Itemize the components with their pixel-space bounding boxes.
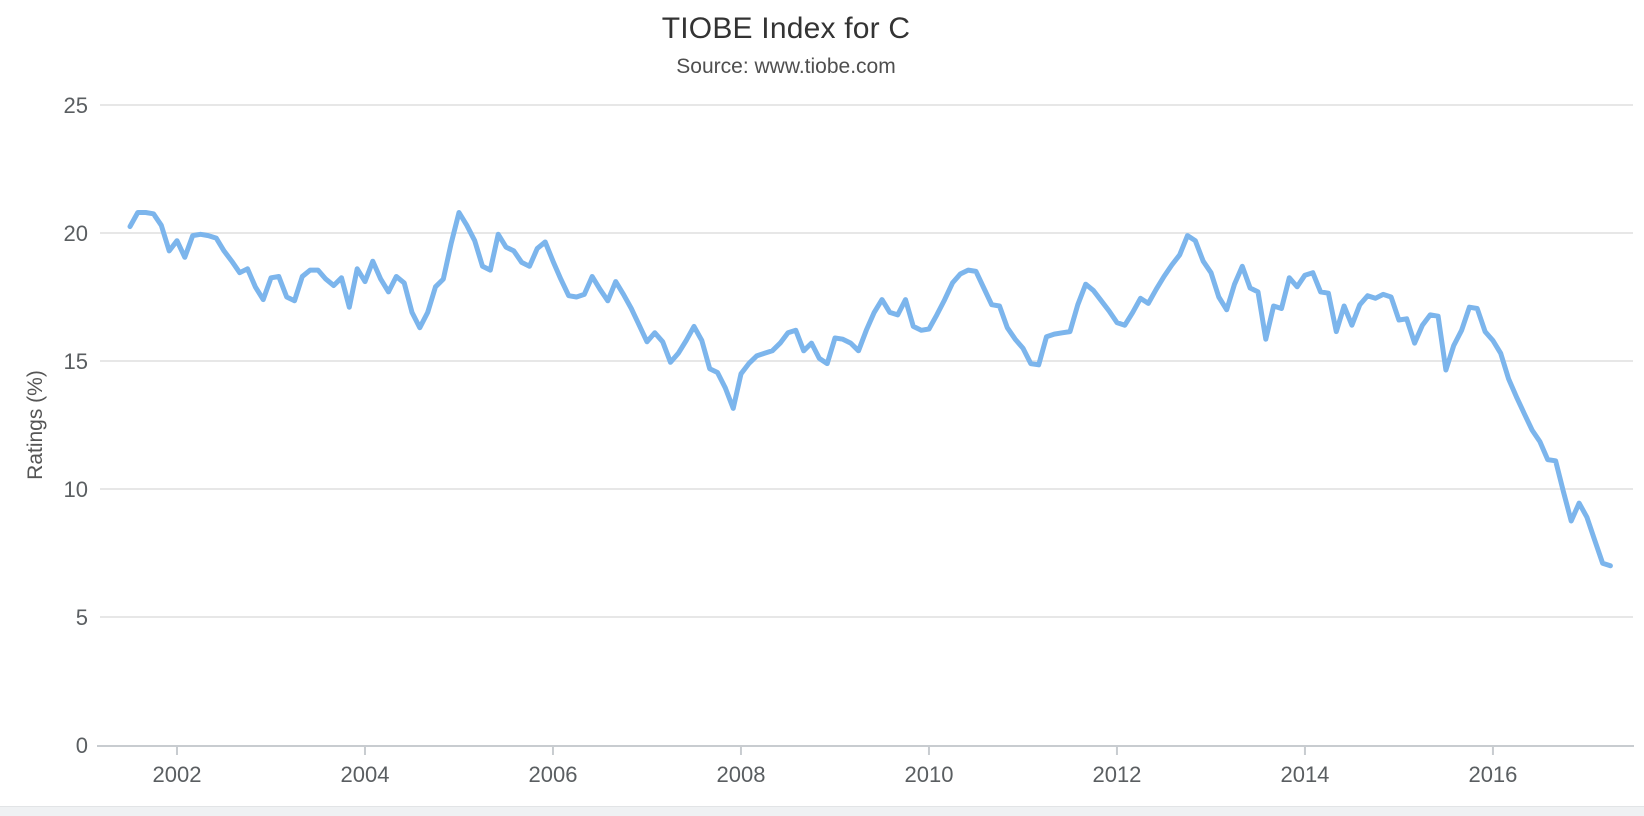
x-tick-label: 2006	[528, 762, 577, 787]
series-line-c[interactable]	[127, 210, 1613, 569]
x-tick-label: 2016	[1468, 762, 1517, 787]
y-tick-label: 25	[64, 93, 88, 118]
page-bottom-strip	[0, 806, 1644, 816]
chart-title: TIOBE Index for C	[661, 12, 911, 45]
chart-subtitle: Source: www.tiobe.com	[676, 55, 896, 78]
x-tick-label: 2012	[1092, 762, 1141, 787]
x-tick-label: 2004	[341, 762, 390, 787]
y-axis-title: Ratings (%)	[24, 370, 47, 480]
x-tick-label: 2010	[904, 762, 953, 787]
x-tick-label: 2002	[153, 762, 202, 787]
y-tick-label: 0	[76, 733, 88, 758]
x-tick-label: 2008	[716, 762, 765, 787]
x-tick-label: 2014	[1280, 762, 1329, 787]
y-tick-label: 5	[76, 605, 88, 630]
y-tick-label: 10	[64, 477, 88, 502]
y-tick-label: 20	[64, 221, 88, 246]
y-tick-label: 15	[64, 349, 88, 374]
